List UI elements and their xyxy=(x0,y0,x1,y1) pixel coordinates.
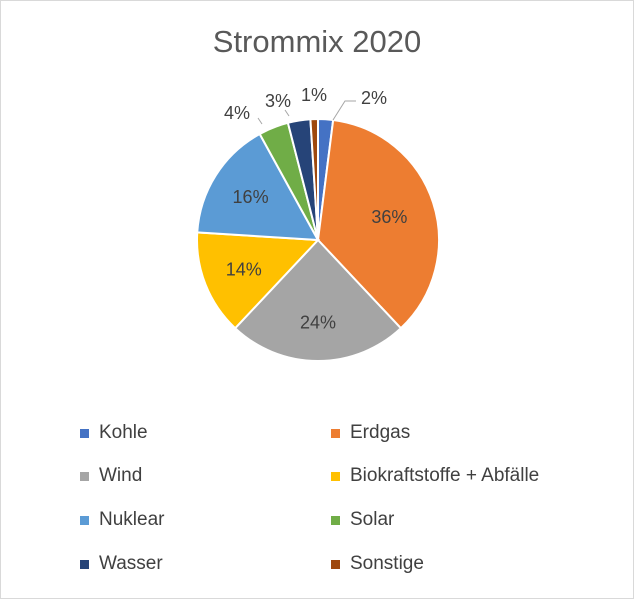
legend-label-kohle: Kohle xyxy=(99,422,148,443)
legend-swatch-nuklear xyxy=(80,515,89,525)
legend-swatch-biokraftstoffe-abf-lle xyxy=(331,471,340,481)
legend-item-nuklear: Nuklear xyxy=(80,508,164,532)
data-label-biokraftstoffe-abf-lle: 14% xyxy=(226,259,262,279)
pie-slices xyxy=(196,117,440,362)
legend-item-erdgas: Erdgas xyxy=(331,421,410,445)
legend-swatch-wasser xyxy=(80,559,89,569)
legend-item-wind: Wind xyxy=(80,464,142,488)
legend-swatch-erdgas xyxy=(331,428,340,438)
legend-label-sonstige: Sonstige xyxy=(350,553,424,574)
data-labels: 2% 36% 24% 14% 16% 4% 3% 1% xyxy=(224,85,407,332)
chart-title: Strommix 2020 xyxy=(212,24,422,59)
legend-item-kohle: Kohle xyxy=(80,421,148,445)
legend-label-wind: Wind xyxy=(99,465,143,486)
legend-item-sonstige: Sonstige xyxy=(331,552,424,576)
legend-swatch-solar xyxy=(331,515,340,525)
data-label-erdgas: 36% xyxy=(371,207,407,227)
pie-slice-biokraftstoffe-abf-lle xyxy=(196,231,321,330)
leader-line-kohle xyxy=(332,100,356,121)
legend-swatch-sonstige xyxy=(331,559,340,569)
legend-label-erdgas: Erdgas xyxy=(350,422,411,443)
leader-lines xyxy=(257,100,356,125)
data-label-nuklear: 16% xyxy=(233,187,269,207)
leader-line-solar xyxy=(257,117,263,125)
pie-slice-wind xyxy=(233,238,403,362)
pie-slice-sonstige xyxy=(309,117,319,241)
legend-label-nuklear: Nuklear xyxy=(99,509,165,530)
legend-label-solar: Solar xyxy=(350,509,395,530)
data-label-wind: 24% xyxy=(300,312,336,332)
data-label-wasser: 3% xyxy=(265,91,291,111)
legend-item-solar: Solar xyxy=(331,508,394,532)
legend-swatch-wind xyxy=(80,471,89,481)
legend-item-biokraftstoffe-abf-lle: Biokraftstoffe + Abfälle xyxy=(331,464,539,488)
legend-label-wasser: Wasser xyxy=(99,553,163,574)
pie-slice-erdgas xyxy=(316,118,440,330)
data-label-sonstige: 1% xyxy=(301,85,327,105)
legend-swatch-kohle xyxy=(80,428,89,438)
legend-label-biokraftstoffe-abf-lle: Biokraftstoffe + Abfälle xyxy=(350,465,540,486)
data-label-kohle: 2% xyxy=(361,88,387,108)
legend-item-wasser: Wasser xyxy=(80,552,163,576)
leader-line-wasser xyxy=(284,109,290,117)
data-label-solar: 4% xyxy=(224,103,250,123)
pie-slice-nuklear xyxy=(196,132,320,242)
